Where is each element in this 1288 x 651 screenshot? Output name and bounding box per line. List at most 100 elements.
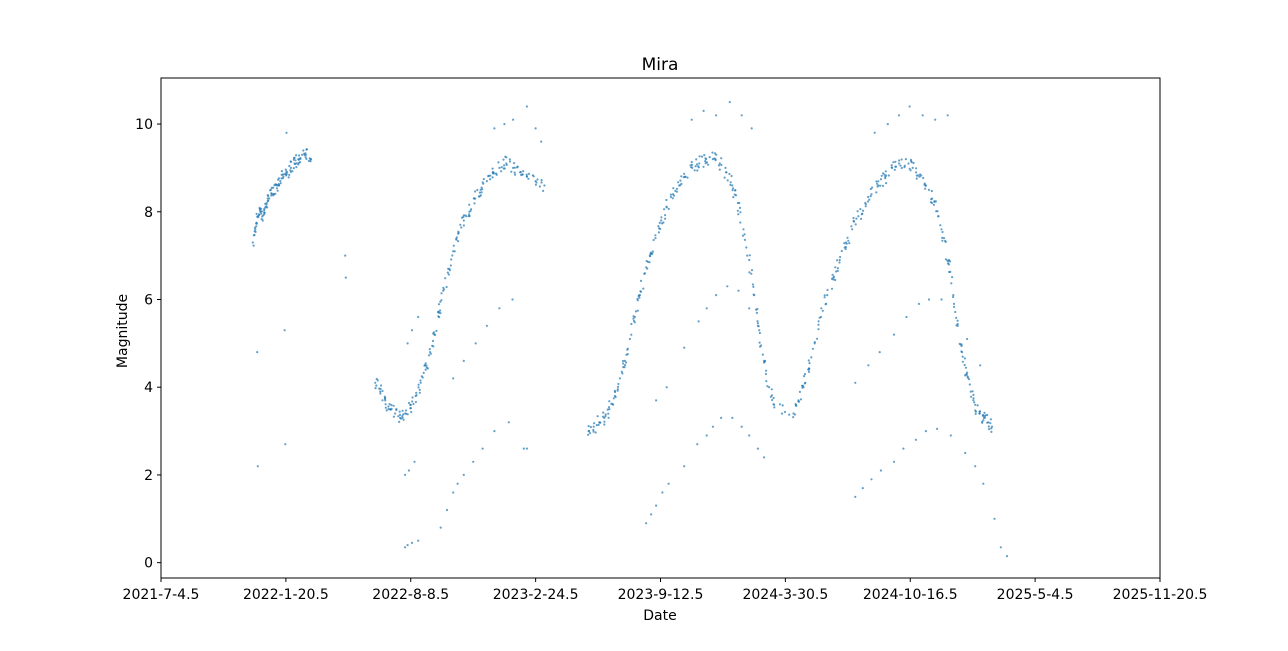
data-point <box>254 228 257 231</box>
data-point <box>930 189 933 193</box>
data-point <box>669 193 673 196</box>
data-point <box>462 224 465 227</box>
data-point <box>972 399 975 402</box>
data-point <box>664 214 667 217</box>
data-point <box>825 302 828 305</box>
data-point <box>473 202 476 205</box>
data-point <box>696 169 699 172</box>
data-point <box>949 260 952 263</box>
data-point <box>729 183 732 186</box>
data-point <box>299 157 302 160</box>
data-points <box>251 101 1009 558</box>
data-point <box>535 181 538 184</box>
data-point <box>773 406 776 409</box>
data-point <box>618 377 622 380</box>
data-point <box>649 255 652 258</box>
data-point <box>866 200 870 203</box>
data-point <box>808 367 811 370</box>
data-point <box>407 401 411 405</box>
data-point <box>503 123 506 126</box>
data-point <box>758 329 761 332</box>
data-point <box>460 226 463 229</box>
data-point <box>252 234 255 237</box>
data-point <box>689 164 692 167</box>
data-point <box>482 182 485 185</box>
data-point <box>883 173 886 176</box>
x-axis-label: Date <box>643 608 676 624</box>
data-point <box>418 391 421 394</box>
data-point <box>909 169 912 172</box>
data-point <box>398 410 401 413</box>
data-point <box>756 322 760 325</box>
data-point <box>478 195 481 198</box>
data-point <box>823 296 826 299</box>
data-point <box>823 294 826 297</box>
data-point <box>485 324 488 327</box>
data-point <box>934 118 937 121</box>
data-point <box>836 259 839 262</box>
data-point <box>498 307 501 310</box>
data-point <box>864 201 867 205</box>
data-point <box>384 406 387 409</box>
data-point <box>880 174 883 177</box>
data-point <box>487 174 490 177</box>
data-point <box>773 403 776 406</box>
data-point <box>720 416 723 419</box>
data-point <box>457 240 460 243</box>
data-point <box>513 166 516 169</box>
data-point <box>462 215 465 219</box>
data-point <box>981 421 984 424</box>
data-point <box>459 223 462 226</box>
data-point <box>944 258 948 261</box>
data-point <box>949 434 952 437</box>
data-point <box>686 176 689 179</box>
data-point <box>987 421 990 424</box>
data-point <box>974 465 977 468</box>
data-point <box>511 166 515 169</box>
data-point <box>713 157 716 160</box>
data-point <box>838 258 841 262</box>
data-point <box>745 246 748 249</box>
data-point <box>462 219 465 222</box>
data-point <box>442 288 446 291</box>
data-point <box>495 173 498 176</box>
data-point <box>770 388 773 391</box>
data-point <box>602 411 605 414</box>
data-point <box>861 487 864 490</box>
data-point <box>698 162 701 165</box>
data-point <box>704 162 707 165</box>
data-point <box>538 185 542 188</box>
data-point <box>525 175 529 178</box>
data-point <box>288 164 291 168</box>
data-point <box>732 196 735 199</box>
data-point <box>900 166 903 170</box>
data-point <box>588 432 592 435</box>
data-point <box>276 189 279 192</box>
data-point <box>407 469 410 472</box>
data-point <box>663 208 666 211</box>
data-point <box>899 164 902 167</box>
data-point <box>409 403 412 406</box>
data-point <box>705 307 708 310</box>
data-point <box>435 329 438 332</box>
data-point <box>252 244 255 247</box>
data-point <box>507 421 510 424</box>
data-point <box>743 233 746 236</box>
data-point <box>922 176 925 180</box>
data-point <box>731 189 734 192</box>
data-point <box>418 388 421 391</box>
data-point <box>927 188 931 191</box>
data-point <box>848 242 851 245</box>
data-point <box>971 390 974 393</box>
data-point <box>630 322 633 326</box>
data-point <box>852 220 856 223</box>
data-point <box>847 239 850 242</box>
data-point <box>990 425 994 428</box>
data-point <box>741 234 745 237</box>
data-point <box>871 186 874 189</box>
data-point <box>309 160 312 163</box>
data-point <box>260 210 263 213</box>
data-point <box>397 415 400 418</box>
data-point <box>633 315 637 319</box>
data-point <box>417 383 420 386</box>
